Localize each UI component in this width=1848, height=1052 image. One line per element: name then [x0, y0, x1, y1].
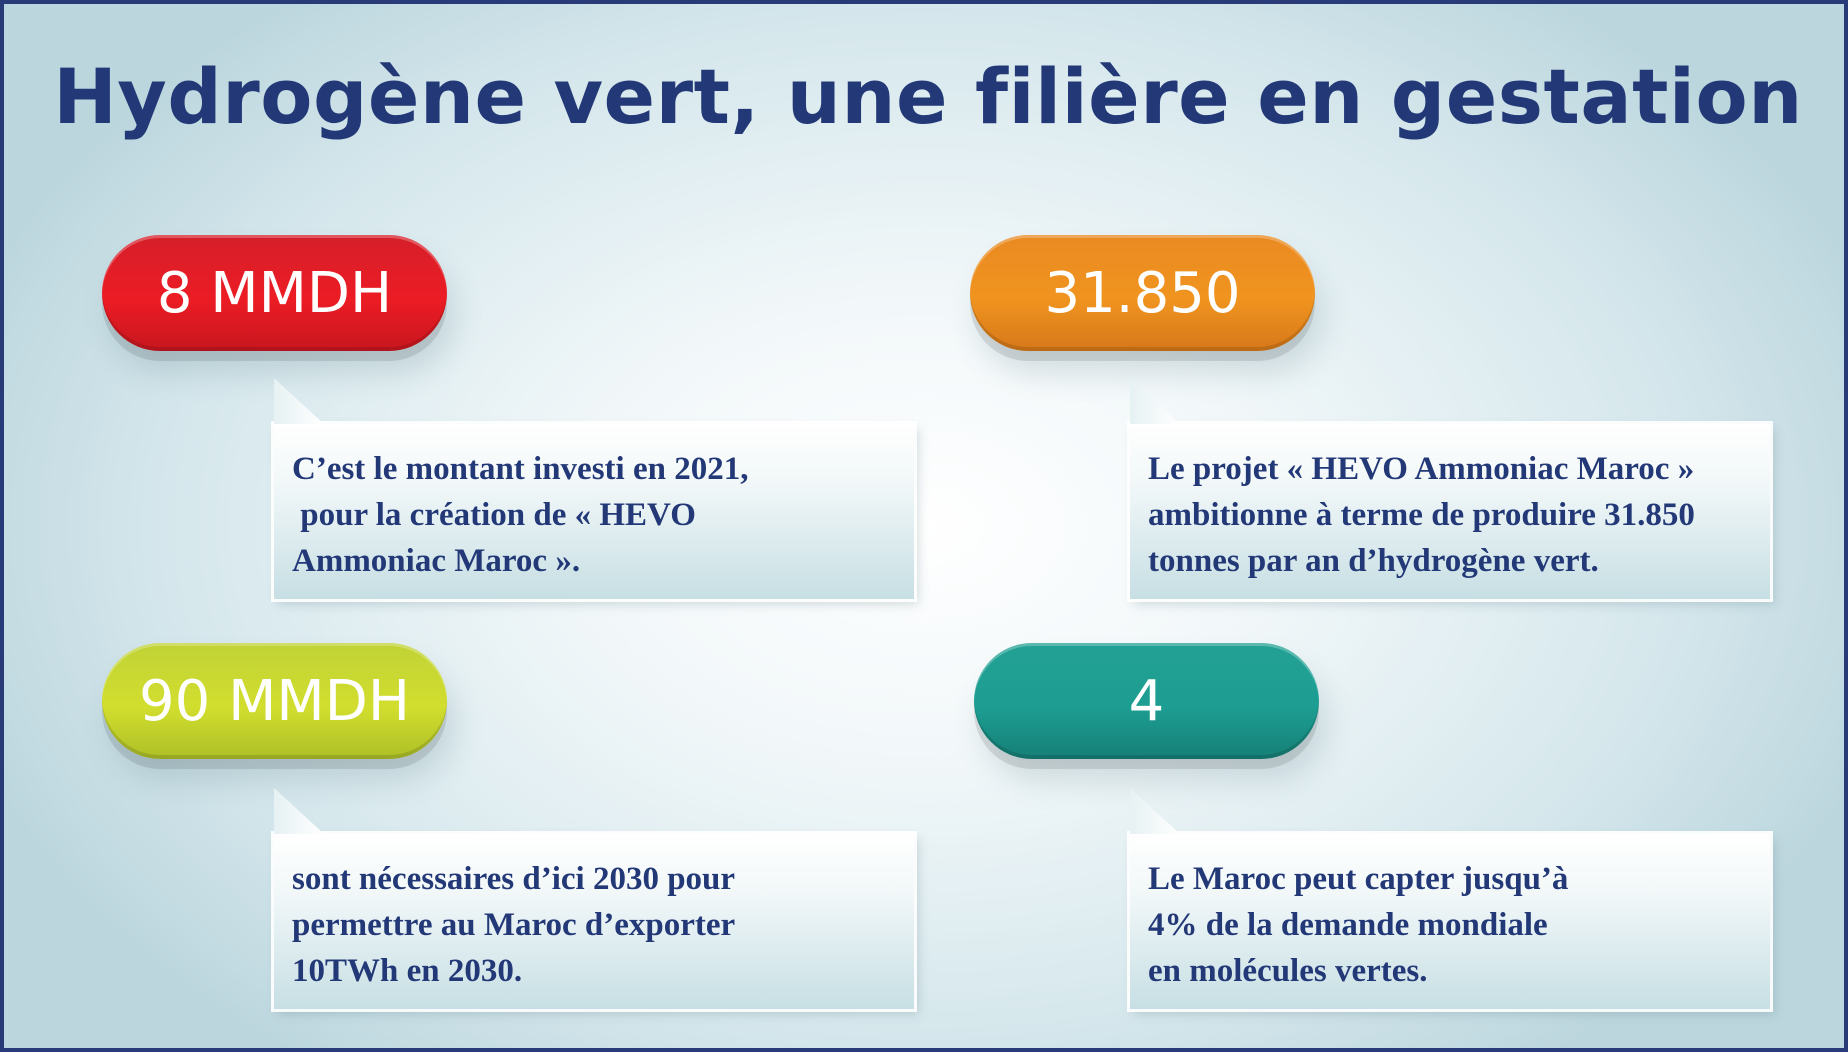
stat-badge-31850: 31.850 — [970, 235, 1315, 351]
description-line: Ammoniac Maroc ». — [292, 543, 581, 579]
description-line: pour la création de « HEVO — [292, 497, 696, 533]
stat-description-box: C’est le montant investi en 2021, pour l… — [274, 378, 914, 599]
speech-bubble-tail — [274, 378, 324, 424]
page-title: Hydrogène vert, une filière en gestation — [53, 52, 1803, 141]
description-line: sont nécessaires d’ici 2030 pour — [292, 861, 736, 897]
stat-badge-90-mmdh: 90 MMDH — [102, 643, 447, 759]
description-line: Le Maroc peut capter jusqu’à — [1148, 861, 1569, 897]
stat-description-box: Le Maroc peut capter jusqu’à 4% de la de… — [1130, 788, 1770, 1009]
speech-bubble-tail — [1130, 788, 1180, 834]
description-line: 4% de la demande mondiale — [1148, 907, 1548, 943]
description-line: tonnes par an d’hydrogène vert. — [1148, 543, 1599, 579]
description-line: permettre au Maroc d’exporter — [292, 907, 736, 943]
description-line: Le projet « HEVO Ammoniac Maroc » — [1148, 451, 1695, 487]
stat-badge-8-mmdh: 8 MMDH — [102, 235, 447, 351]
stat-badge-4: 4 — [974, 643, 1319, 759]
stat-description-box: sont nécessaires d’ici 2030 pour permett… — [274, 788, 914, 1009]
description-line: en molécules vertes. — [1148, 953, 1428, 989]
speech-bubble-tail — [274, 788, 324, 834]
description-line: ambitionne à terme de produire 31.850 — [1148, 497, 1695, 533]
description-line: C’est le montant investi en 2021, — [292, 451, 749, 487]
stat-description-box: Le projet « HEVO Ammoniac Maroc » ambiti… — [1130, 378, 1770, 599]
description-line: 10TWh en 2030. — [292, 953, 523, 989]
speech-bubble-tail — [1130, 378, 1180, 424]
